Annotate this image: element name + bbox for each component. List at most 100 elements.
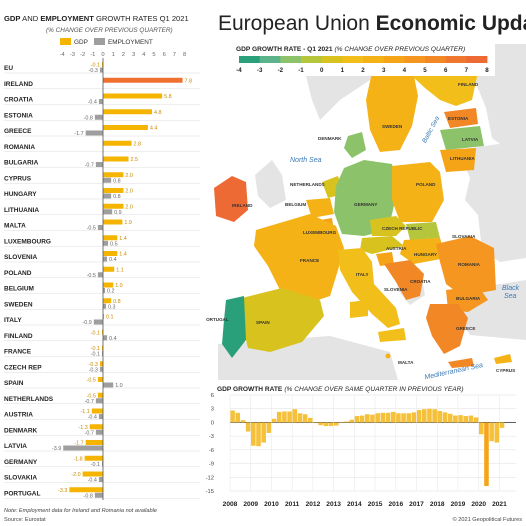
scale-cell — [239, 56, 261, 63]
label-portugal: PORTUGAL — [203, 317, 229, 322]
row-label: ITALY — [4, 317, 22, 324]
yoy-bar — [390, 411, 396, 423]
gdp-value-label: 2.5 — [131, 157, 139, 163]
label-lithuania: LITHUANIA — [450, 156, 475, 161]
row-label: FRANCE — [4, 349, 32, 356]
employment-value-label: -0.3 — [89, 68, 98, 74]
label-bulgaria: BULGARIA — [456, 296, 481, 301]
legend-employment-swatch — [94, 38, 105, 45]
left-title-employment: EMPLOYMENT — [40, 14, 94, 23]
yoy-x-tick-label: 2017 — [409, 501, 424, 508]
employment-bar — [99, 366, 103, 372]
scale-cell — [301, 56, 323, 63]
yoy-bar — [256, 422, 261, 447]
label-sweden: SWEDEN — [382, 124, 403, 129]
region-cyprus — [494, 354, 512, 364]
employment-value-label: 0.2 — [107, 289, 115, 295]
gdp-value-label: -1.3 — [78, 425, 87, 431]
gdp-bar — [101, 62, 103, 67]
row-label: MALTA — [4, 223, 26, 230]
yoy-x-tick-label: 2012 — [306, 501, 321, 508]
gdp-value-label: -1.8 — [73, 456, 82, 462]
gdp-value-label: -0.1 — [91, 330, 100, 336]
employment-value-label: 0.3 — [108, 304, 116, 310]
row-label: LATVIA — [4, 443, 27, 450]
employment-bar — [103, 382, 114, 388]
employment-value-label: 0.4 — [109, 257, 117, 263]
employment-value-label: 0.9 — [114, 210, 122, 216]
employment-bar — [97, 225, 103, 230]
employment-value-label: -0.7 — [85, 399, 94, 405]
gdp-bar — [103, 156, 129, 162]
region-sardinia — [350, 300, 368, 318]
scale-cell — [404, 56, 426, 63]
row-label: GERMANY — [4, 459, 38, 466]
yoy-bar — [297, 413, 303, 423]
yoy-y-tick-label: -3 — [209, 434, 214, 440]
gdp-value-label: -0.1 — [91, 346, 100, 352]
employment-value-label: -0.1 — [91, 352, 100, 358]
yoy-bar — [478, 422, 484, 435]
employment-bar — [103, 335, 108, 341]
row-label: SPAIN — [4, 380, 24, 387]
region-france — [254, 214, 344, 306]
label-spain: SPAIN — [256, 320, 270, 325]
gdp-yoy-chart: GDP GROWTH RATE (% CHANGE OVER SAME QUART… — [206, 380, 526, 526]
employment-value-label: -0.3 — [89, 367, 98, 373]
row-label: SWEDEN — [4, 301, 33, 308]
employment-bar — [98, 99, 103, 104]
yoy-y-tick-label: 0 — [211, 420, 214, 426]
yoy-bar — [328, 422, 334, 427]
yoy-bar — [292, 409, 298, 423]
row-label: AUSTRIA — [4, 412, 33, 419]
region-estonia — [444, 108, 478, 128]
yoy-y-tick-label: 3 — [211, 407, 214, 413]
row-label: IRELAND — [4, 81, 33, 88]
gdp-value-label: 2.0 — [125, 189, 132, 195]
employment-value-label: -3.9 — [52, 446, 61, 452]
scale-cell — [342, 56, 364, 63]
employment-value-label: -0.4 — [88, 478, 97, 484]
gdp-value-label: 1.4 — [119, 236, 127, 242]
scale-title-main: GDP GROWTH RATE - Q1 2021 — [236, 46, 333, 53]
scale-cell — [363, 56, 385, 63]
gdp-bar — [103, 235, 118, 241]
employment-bar — [85, 130, 103, 136]
employment-bar — [94, 492, 103, 498]
scale-subtitle: (% CHANGE OVER PREVIOUS QUARTER) — [334, 46, 465, 53]
employment-bar — [101, 461, 103, 467]
yoy-bar — [266, 422, 272, 433]
employment-bar — [103, 256, 108, 262]
yoy-bar — [349, 419, 355, 423]
gdp-value-label: 4.4 — [150, 126, 158, 132]
yoy-bar — [442, 412, 448, 423]
yoy-bar — [365, 414, 370, 423]
yoy-bar — [385, 412, 391, 423]
legend-gdp-label: GDP — [74, 39, 88, 46]
left-tick-label: 7 — [173, 52, 176, 58]
gdp-bar — [97, 377, 103, 382]
gdp-value-label: -0.3 — [89, 362, 98, 368]
region-czech-republic — [370, 216, 406, 236]
region-italy — [338, 248, 400, 328]
yoy-y-tick-label: -9 — [209, 462, 214, 468]
left-axis-ticks: -4 -3 -2 -1 0 1 2 3 4 5 6 7 8 — [60, 52, 187, 58]
employment-value-label: -0.7 — [85, 430, 94, 436]
gdp-bar — [103, 125, 148, 130]
label-luxembourg: LUXEMBOURG — [303, 230, 337, 235]
employment-bar — [95, 398, 103, 404]
yoy-x-tick-label: 2021 — [492, 501, 507, 508]
yoy-x-tick-label: 2009 — [243, 501, 258, 508]
scale-tick-label: 4 — [403, 67, 407, 74]
yoy-bar — [370, 414, 375, 423]
main-title-bold: Economic Update — [376, 12, 526, 35]
label-finland: FINLAND — [458, 82, 479, 87]
scale-tick-label: 8 — [485, 67, 489, 74]
employment-value-label: -0.9 — [83, 320, 92, 326]
gdp-value-label: -3.3 — [58, 488, 67, 494]
gdp-value-label: 1.1 — [116, 267, 124, 273]
yoy-bar — [282, 411, 287, 423]
employment-bar — [103, 209, 113, 215]
region-greece — [426, 304, 468, 354]
